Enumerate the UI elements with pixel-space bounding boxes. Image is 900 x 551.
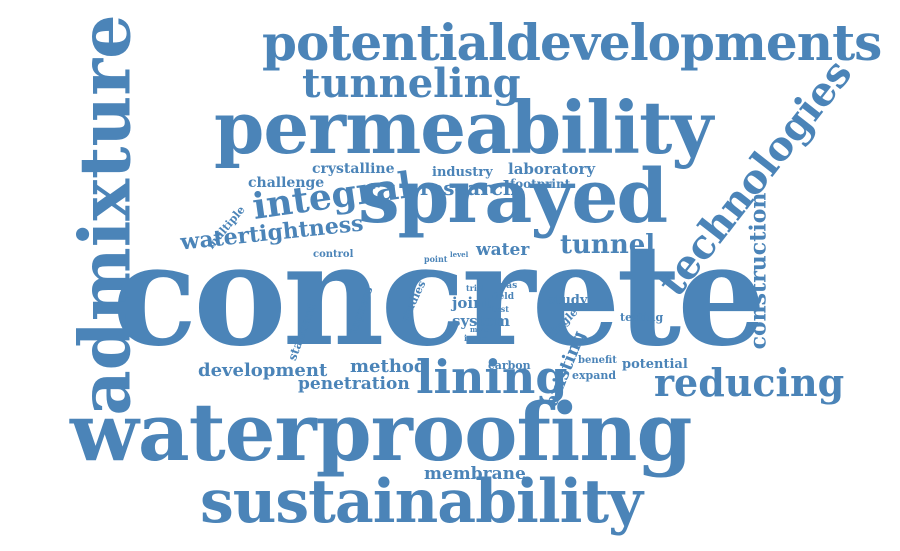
word-tunneling: tunneling <box>302 60 521 107</box>
word-expand: expand <box>572 369 617 382</box>
word-water: water <box>476 240 530 260</box>
word-benefit: benefit <box>578 355 617 366</box>
word-tunnel: tunnel <box>560 230 656 260</box>
word-development: development <box>198 360 328 381</box>
word-system: system <box>452 312 510 330</box>
word-concrete: concrete <box>112 214 766 378</box>
word-method: method <box>350 356 427 377</box>
word-joint: joint <box>452 294 491 312</box>
word-pas: pas <box>500 281 518 291</box>
word-sprayed: sprayed <box>358 154 668 240</box>
word-construction: construction <box>745 192 772 350</box>
word-penetration: penetration <box>298 374 410 394</box>
word-potential: potential <box>622 357 688 372</box>
word-challenge: challenge <box>248 175 325 191</box>
word-point: point <box>424 254 448 264</box>
word-study: study <box>548 293 588 308</box>
word-potentialdevelopments: potentialdevelopments <box>262 13 882 72</box>
word-issue: issue <box>464 333 487 343</box>
word-level: level <box>450 250 469 259</box>
word-sustainability: sustainability <box>200 467 643 537</box>
word-crystalline: crystalline <box>312 161 395 177</box>
word-membrane: membrane <box>424 464 526 484</box>
word-waterproofing: waterproofing <box>70 385 692 479</box>
word-footprint: footprint <box>510 177 571 191</box>
word-lining: lining <box>416 350 568 404</box>
word-laboratory: laboratory <box>508 160 596 178</box>
word-permeability: permeability <box>214 85 713 170</box>
word-research: research <box>420 176 518 200</box>
word-admixture: admixture <box>63 14 147 416</box>
word-trial: trial <box>466 283 486 293</box>
word-mixe: mixe <box>470 325 489 334</box>
word-reducing: reducing <box>654 360 845 405</box>
word-field: field <box>492 292 514 302</box>
word-testing: testing <box>620 311 664 324</box>
word-control: control <box>313 249 354 260</box>
word-industry: industry <box>432 165 493 180</box>
word-test: test <box>492 304 509 314</box>
word-carbon: carbon <box>488 359 531 372</box>
